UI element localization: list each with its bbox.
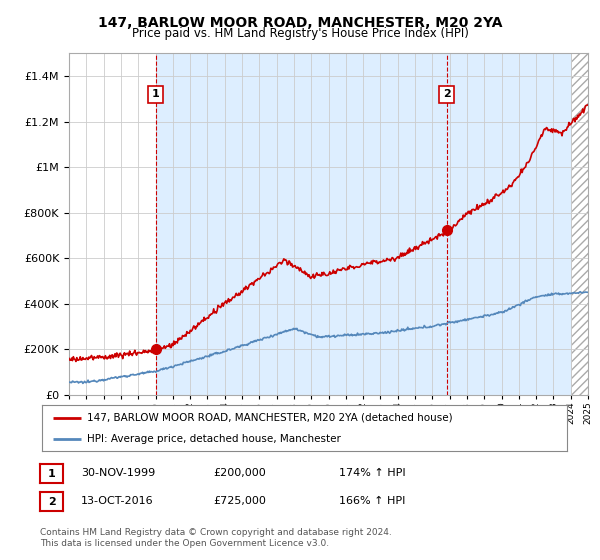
Bar [571, 53, 588, 395]
Text: 147, BARLOW MOOR ROAD, MANCHESTER, M20 2YA: 147, BARLOW MOOR ROAD, MANCHESTER, M20 2… [98, 16, 502, 30]
Bar [155, 53, 571, 395]
Text: 1: 1 [152, 89, 160, 99]
Text: 1: 1 [48, 469, 55, 479]
Text: HPI: Average price, detached house, Manchester: HPI: Average price, detached house, Manc… [86, 435, 341, 444]
Text: Price paid vs. HM Land Registry's House Price Index (HPI): Price paid vs. HM Land Registry's House … [131, 27, 469, 40]
Text: 2: 2 [443, 89, 451, 99]
Text: £725,000: £725,000 [213, 496, 266, 506]
Text: 2: 2 [48, 497, 55, 507]
Text: 166% ↑ HPI: 166% ↑ HPI [339, 496, 406, 506]
Text: 174% ↑ HPI: 174% ↑ HPI [339, 468, 406, 478]
Text: 13-OCT-2016: 13-OCT-2016 [81, 496, 154, 506]
Text: Contains HM Land Registry data © Crown copyright and database right 2024.
This d: Contains HM Land Registry data © Crown c… [40, 528, 392, 548]
Text: 147, BARLOW MOOR ROAD, MANCHESTER, M20 2YA (detached house): 147, BARLOW MOOR ROAD, MANCHESTER, M20 2… [86, 413, 452, 423]
Text: £200,000: £200,000 [213, 468, 266, 478]
Text: 30-NOV-1999: 30-NOV-1999 [81, 468, 155, 478]
